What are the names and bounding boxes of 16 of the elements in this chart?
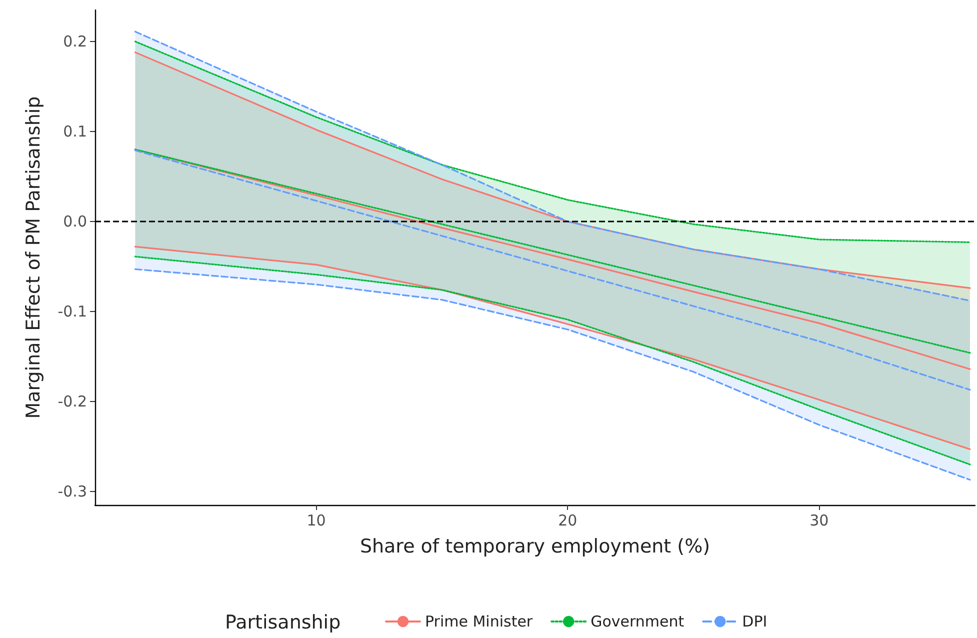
line-series	[134, 40, 971, 243]
legend-label: Prime Minister	[425, 612, 534, 630]
y-tick-label: -0.1	[58, 302, 87, 320]
y-tick-label: -0.2	[58, 392, 87, 410]
x-tick-label: 10	[306, 512, 326, 530]
legend-label: Government	[590, 612, 684, 630]
y-tick-label: 0.1	[63, 122, 87, 140]
y-tick-label: 0.2	[63, 32, 87, 50]
x-tick-label: 20	[558, 512, 578, 530]
y-tick-label: 0.0	[63, 212, 87, 230]
x-tick-label: 30	[810, 512, 829, 530]
y-tick-label: -0.3	[58, 482, 87, 500]
legend-label: DPI	[742, 612, 768, 630]
legend-title: Partisanship	[225, 612, 341, 634]
x-axis-title: Share of temporary employment (%)	[360, 536, 710, 558]
y-axis-title: Marginal Effect of PM Partisanship	[22, 96, 44, 419]
